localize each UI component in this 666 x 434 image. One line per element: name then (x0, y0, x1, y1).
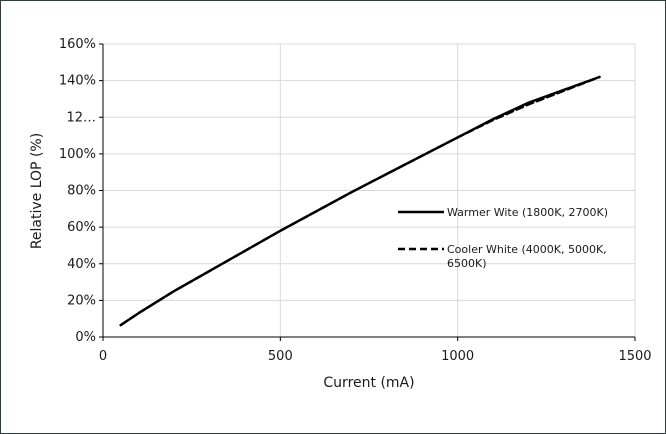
series-line-cooler-white (119, 75, 601, 327)
gridlines (103, 43, 636, 337)
y-tick-label: 40% (67, 257, 96, 272)
x-tick-label: 0 (99, 349, 107, 364)
y-tick-label: 160% (59, 37, 96, 52)
legend-label-warmer: Warmer Wite (1800K, 2700K) (447, 206, 608, 219)
series-lines (119, 75, 601, 327)
y-tick-label: 140% (59, 74, 96, 89)
series-line-warmer-white (119, 75, 601, 327)
x-tick-label: 1000 (441, 349, 474, 364)
tick-labels: 0% 20% 40% 60% 80% 100% 12… 140% 160% 0 500 1000 150… (59, 37, 652, 364)
y-axis-title: Relative LOP (%) (29, 133, 45, 249)
axes (99, 43, 636, 341)
legend: Warmer Wite (1800K, 2700K) Cooler White … (398, 206, 608, 270)
y-tick-label: 80% (67, 184, 96, 199)
x-tick-label: 1500 (618, 349, 651, 364)
y-tick-label: 0% (75, 330, 96, 345)
x-axis-title: Current (mA) (323, 375, 414, 391)
legend-label-cooler-line1: Cooler White (4000K, 5000K, (447, 243, 607, 256)
y-tick-label: 100% (59, 147, 96, 162)
x-tick-label: 500 (268, 349, 293, 364)
legend-label-cooler-line2: 6500K) (447, 257, 487, 270)
y-tick-label: 12… (66, 110, 96, 125)
y-tick-label: 60% (67, 220, 96, 235)
y-tick-label: 20% (67, 293, 96, 308)
